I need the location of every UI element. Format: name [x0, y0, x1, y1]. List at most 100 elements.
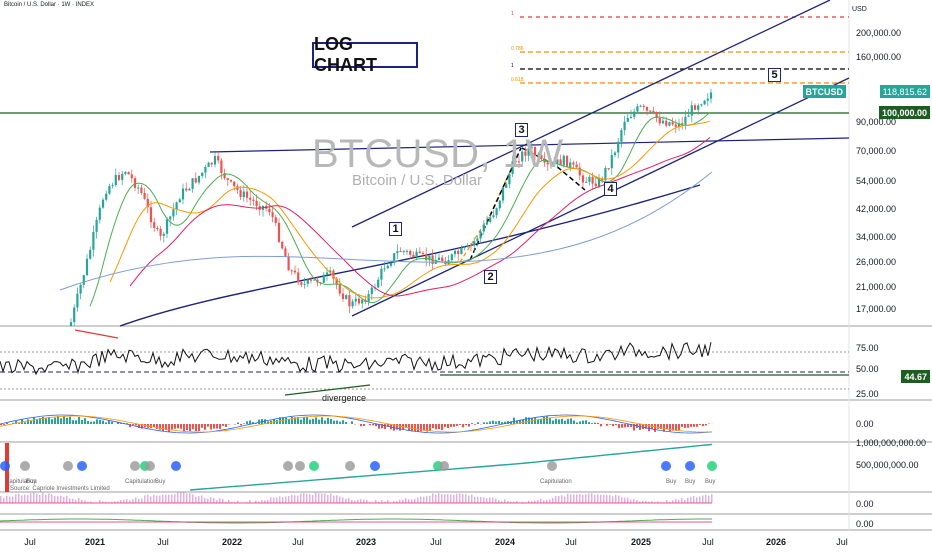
candle-body	[169, 216, 171, 219]
signal-dot	[77, 461, 87, 471]
candle-body	[684, 117, 686, 125]
candle-body	[665, 121, 667, 126]
macd-bar	[45, 418, 47, 424]
candle-body	[166, 219, 168, 234]
osc-bar	[381, 500, 383, 503]
osc-bar	[141, 498, 143, 503]
time-tick: Jul	[430, 537, 442, 547]
candle-body	[480, 232, 482, 239]
osc-bar	[216, 500, 218, 503]
rsi-value-tag: 44.67	[901, 370, 930, 383]
wave-label-1: 1	[389, 222, 402, 236]
macd-bar	[132, 424, 134, 425]
macd-bar	[621, 424, 623, 428]
signal-label: Buy	[26, 479, 36, 485]
osc-bar	[42, 493, 44, 503]
macd-bar	[174, 424, 176, 429]
signal-dot	[439, 461, 449, 471]
osc-bar	[150, 496, 152, 503]
osc-bar	[702, 496, 704, 503]
time-tick: 2026	[766, 537, 786, 547]
osc-bar	[120, 500, 122, 503]
candle-body	[179, 199, 181, 202]
macd-bar	[486, 422, 488, 424]
candle-body	[710, 92, 712, 98]
osc-bar	[588, 493, 590, 503]
osc-bar	[45, 495, 47, 503]
osc-bar	[132, 499, 134, 503]
candle-body	[425, 254, 427, 260]
macd-bar	[51, 419, 53, 424]
osc-bar	[594, 495, 596, 503]
candle-body	[230, 180, 232, 182]
candle-body	[707, 99, 709, 101]
macd-bar	[606, 424, 608, 426]
macd-bar	[483, 422, 485, 424]
candle-body	[246, 192, 248, 198]
candle-body	[140, 188, 142, 193]
macd-bar	[444, 424, 446, 427]
osc-bar	[474, 497, 476, 503]
macd-bar	[612, 424, 614, 426]
candle-body	[380, 269, 382, 280]
signal-dot	[547, 461, 557, 471]
wave-label-4: 4	[604, 182, 617, 196]
macd-bar	[69, 417, 71, 424]
candle-body	[704, 101, 706, 105]
osc-bar	[705, 495, 707, 503]
candle-body	[342, 294, 344, 299]
candle-body	[211, 163, 213, 165]
candle-body	[611, 155, 613, 168]
osc-bar	[261, 500, 263, 503]
wave-label-3: 3	[515, 123, 528, 137]
candle-body	[697, 105, 699, 109]
candle-body	[438, 258, 440, 260]
osc-bar	[411, 499, 413, 503]
macd-bar	[417, 424, 419, 432]
time-tick: Jul	[292, 537, 304, 547]
candle-body	[566, 156, 568, 167]
osc-bar	[579, 494, 581, 503]
osc-bar	[420, 497, 422, 503]
candle-body	[371, 288, 373, 294]
candle-body	[182, 189, 184, 200]
macd-bar	[432, 424, 434, 428]
macd-bar	[468, 424, 470, 427]
candle-body	[144, 193, 146, 199]
osc-bar	[303, 493, 305, 503]
macd-bar	[678, 424, 680, 430]
symbol-header: Bitcoin / U.S. Dollar · 1W · INDEX	[4, 2, 94, 8]
osc-bar	[426, 496, 428, 503]
osc-bar	[456, 494, 458, 503]
signal-label: Buy	[155, 479, 165, 485]
macd-bar	[474, 424, 476, 425]
candle-body	[451, 254, 453, 260]
macd-bar	[588, 422, 590, 424]
osc-bar	[621, 497, 623, 503]
osc-bar	[399, 500, 401, 503]
signal-dot	[171, 461, 181, 471]
time-tick: Jul	[836, 537, 848, 547]
time-tick: Jul	[157, 537, 169, 547]
osc-bar	[699, 496, 701, 503]
osc-bar	[321, 494, 323, 503]
macd-bar	[471, 423, 473, 424]
candle-body	[291, 270, 293, 271]
macd-bar	[429, 424, 431, 431]
osc-bar	[357, 500, 359, 503]
candle-body	[630, 117, 632, 118]
signal-dot	[283, 461, 293, 471]
candle-body	[592, 177, 594, 184]
osc-bar	[609, 495, 611, 503]
osc-bar	[177, 492, 179, 503]
osc-bar	[219, 498, 221, 503]
macd-bar	[537, 419, 539, 424]
macd-bar	[681, 424, 683, 427]
macd-bar	[336, 421, 338, 424]
macd-bar	[216, 424, 218, 429]
osc-bar	[168, 495, 170, 503]
osc-bar	[75, 500, 77, 503]
candle-body	[675, 125, 677, 127]
